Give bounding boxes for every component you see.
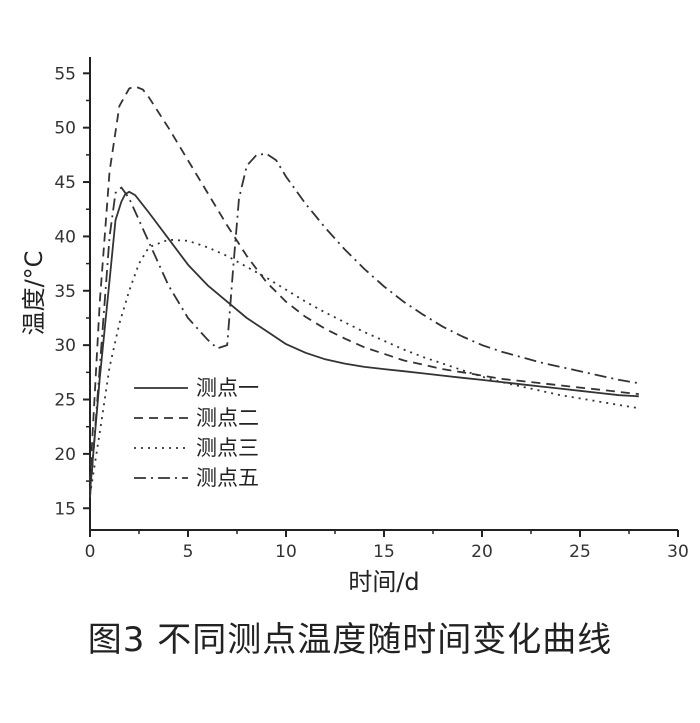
y-tick-label: 50: [54, 119, 76, 139]
figure-caption: 图3 不同测点温度随时间变化曲线: [87, 620, 613, 660]
x-tick-label: 10: [275, 542, 297, 562]
y-ticks: 15 20 25 30 35 40 45 50 55: [54, 64, 90, 519]
legend-label: 测点五: [196, 466, 259, 490]
x-axis-title: 时间/d: [348, 568, 419, 596]
y-tick-label: 15: [54, 499, 76, 519]
y-axis-title: 温度/°C: [20, 251, 48, 336]
y-tick-label: 20: [54, 445, 76, 465]
x-ticks: 0 5 10 15 20 25 30: [85, 530, 689, 562]
x-tick-label: 30: [667, 542, 689, 562]
plot-area: [89, 57, 678, 531]
y-tick-label: 40: [54, 227, 76, 247]
legend-label: 测点二: [196, 406, 259, 430]
series-line-1: [89, 190, 639, 492]
series-line-2: [89, 85, 639, 482]
series-line-3: [89, 238, 639, 496]
x-tick-label: 5: [183, 542, 194, 562]
x-tick-label: 25: [569, 542, 591, 562]
y-tick-label: 45: [54, 173, 76, 193]
x-tick-label: 15: [373, 542, 395, 562]
legend-label: 测点三: [196, 436, 259, 460]
x-tick-label: 0: [85, 542, 96, 562]
series-lines: [89, 85, 639, 498]
x-tick-label: 20: [471, 542, 493, 562]
legend-label: 测点一: [196, 376, 259, 400]
series-line-4: [89, 152, 639, 498]
y-tick-label: 35: [54, 282, 76, 302]
y-tick-label: 25: [54, 391, 76, 411]
y-tick-label: 30: [54, 336, 76, 356]
y-tick-label: 55: [54, 64, 76, 84]
